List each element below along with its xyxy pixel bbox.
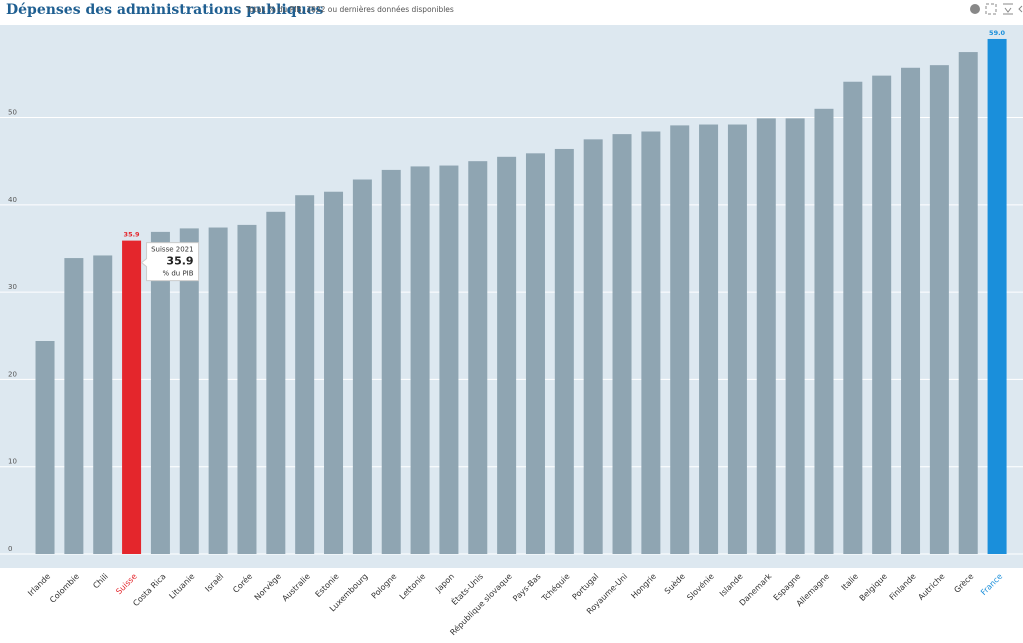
bar (583, 139, 603, 554)
bar (497, 156, 517, 554)
toolbar[interactable] (970, 3, 1023, 15)
bar (814, 108, 834, 555)
x-tick-label: Suisse (114, 572, 139, 597)
bar (439, 165, 459, 554)
x-tick-label: Australie (280, 572, 311, 603)
bar (179, 228, 199, 554)
bar (35, 341, 55, 554)
bar (987, 38, 1007, 555)
x-tick-label: Norvège (252, 571, 283, 602)
bar (699, 124, 719, 554)
y-tick-label: 20 (8, 370, 17, 378)
bar (929, 65, 949, 554)
share-icon[interactable] (1018, 5, 1023, 13)
x-tick-label: Corée (231, 571, 255, 595)
x-tick-label: Tchéquie (539, 571, 572, 604)
bar (64, 258, 84, 554)
bar (756, 118, 776, 554)
x-tick-label: Pays-Bas (511, 572, 542, 603)
info-icon[interactable] (970, 4, 980, 14)
bar (843, 81, 863, 555)
x-tick-label: Chili (91, 572, 110, 591)
bar (93, 255, 113, 554)
tooltip-unit: % du PIB (162, 270, 193, 278)
bar (727, 124, 747, 554)
tooltip-box (140, 242, 200, 282)
x-tick-label: Portugal (571, 572, 601, 602)
x-tick-label: Colombie (48, 572, 81, 605)
bar (872, 75, 892, 554)
chart-title: Dépenses des administrations publiques (6, 2, 324, 18)
chart-subtitle: Total, % du PIB, 2022 ou dernières donné… (245, 5, 454, 14)
x-tick-label: Lituanie (167, 572, 196, 601)
bar (901, 67, 921, 554)
bar (641, 131, 661, 554)
x-tick-label: France (979, 572, 1004, 597)
x-tick-label: Pologne (370, 572, 399, 601)
bar (410, 166, 430, 555)
bar (670, 125, 690, 554)
x-tick-label: Hongrie (629, 572, 658, 601)
tooltip-title: Suisse 2021 (151, 246, 193, 254)
x-tick-label: Grèce (952, 571, 976, 595)
bar (122, 240, 142, 554)
x-tick-label: Autriche (916, 572, 946, 602)
bar (958, 52, 978, 554)
bar (785, 118, 805, 554)
download-icon[interactable] (1003, 3, 1013, 15)
y-tick-label: 30 (8, 283, 17, 291)
bar (266, 211, 286, 554)
y-tick-label: 0 (8, 545, 12, 553)
x-tick-label: Japon (433, 572, 456, 595)
bar (237, 224, 257, 554)
x-tick-label: Suède (662, 571, 687, 596)
bar (612, 134, 632, 554)
y-tick-label: 50 (8, 109, 17, 117)
x-tick-label: Italie (840, 572, 860, 592)
y-tick-label: 10 (8, 458, 17, 466)
bar (324, 191, 344, 554)
fullscreen-icon[interactable] (985, 3, 997, 15)
tooltip-value: 35.9 (166, 255, 193, 268)
bar (208, 227, 228, 554)
x-tick-label: Irlande (26, 572, 52, 598)
value-label: 35.9 (124, 231, 141, 239)
x-tick-label: Estonie (314, 572, 341, 599)
y-tick-label: 40 (8, 196, 17, 204)
value-label: 59.0 (989, 29, 1006, 37)
x-tick-label: Israël (203, 572, 225, 594)
bar (352, 179, 372, 555)
x-tick-label: Lettonie (398, 572, 427, 601)
bar (381, 169, 401, 554)
bar (468, 161, 488, 554)
bar (525, 153, 545, 554)
x-tick-label: Belgique (858, 572, 889, 603)
bar (150, 231, 170, 554)
bar (295, 195, 315, 554)
x-tick-label: Slovénie (685, 571, 716, 602)
x-tick-label: Islande (718, 572, 745, 599)
x-tick-label: Finlande (888, 572, 918, 602)
bar (554, 148, 574, 554)
